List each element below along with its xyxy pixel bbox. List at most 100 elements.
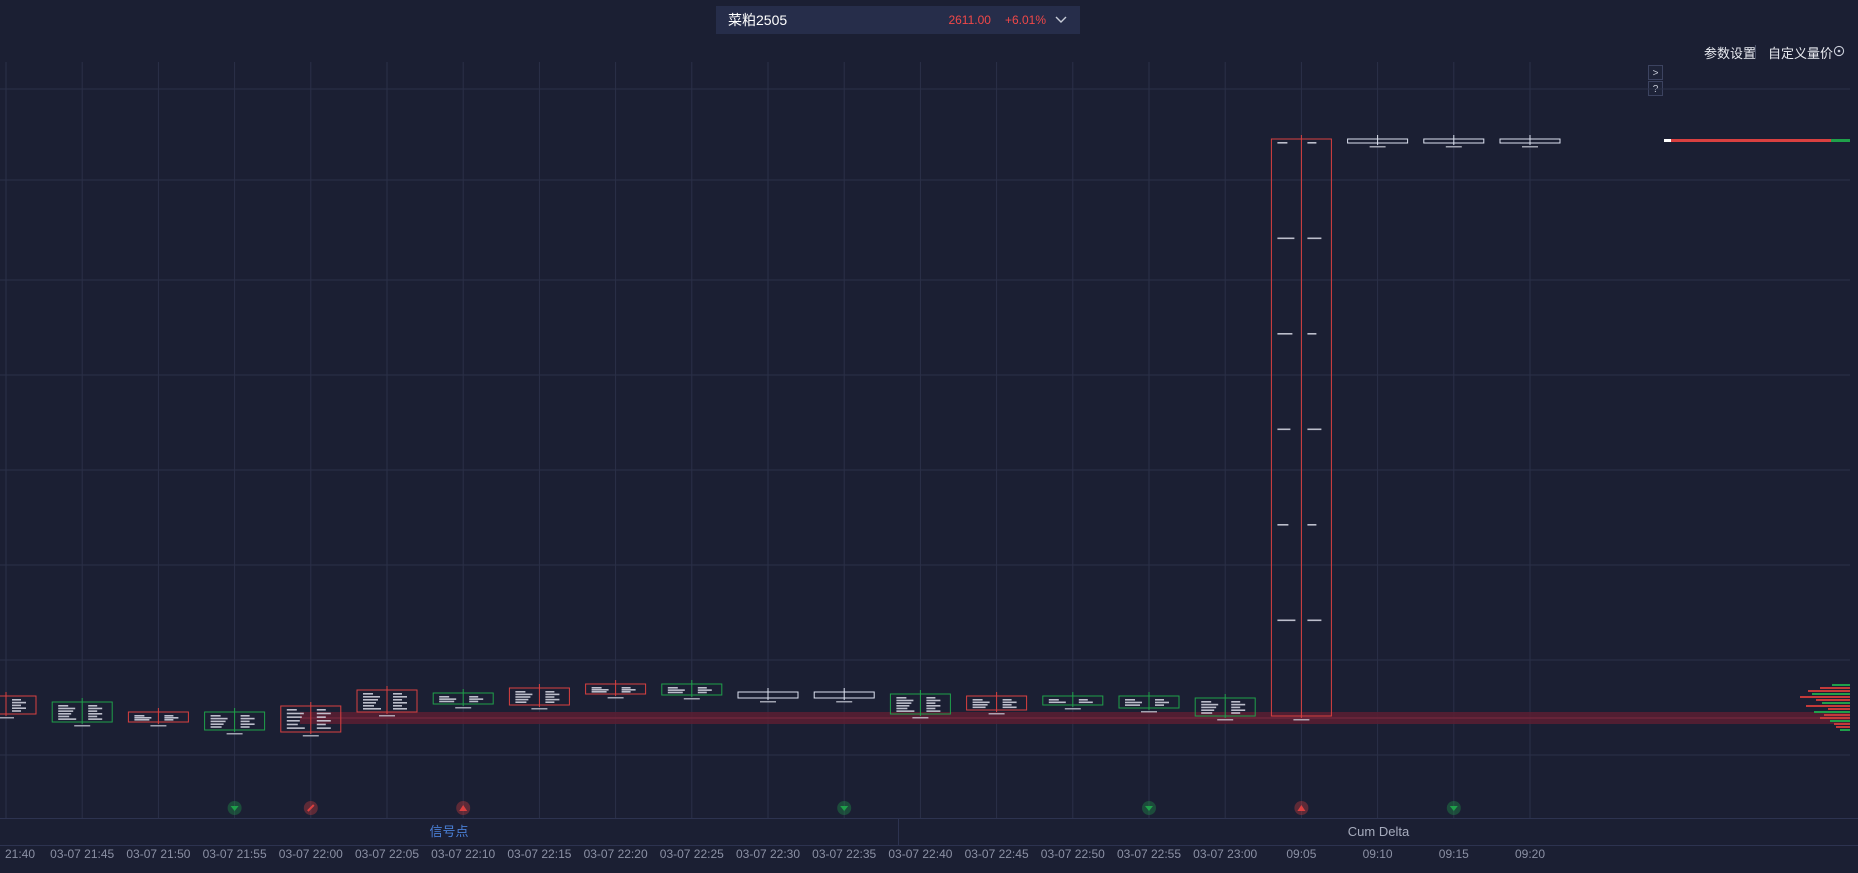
profile-bar (1820, 687, 1850, 689)
time-axis-label: 03-07 22:40 (888, 847, 953, 861)
signal-up-icon (456, 801, 471, 815)
volume-cell-left (1201, 709, 1215, 711)
tab-divider (898, 819, 899, 846)
time-axis-label: 09:10 (1362, 847, 1393, 861)
chevron-down-icon (1055, 16, 1067, 23)
volume-cell-right (393, 696, 407, 698)
volume-cell-right (240, 715, 250, 717)
volume-cell-right (88, 713, 103, 715)
volume-cell-right (1155, 701, 1169, 704)
profile-bar (1830, 720, 1850, 722)
candle-footer (531, 708, 548, 710)
time-axis-label: 03-07 22:35 (812, 847, 877, 861)
time-axis-label: 09:05 (1286, 847, 1317, 861)
volume-cell-left (286, 712, 304, 715)
signal-down-icon (837, 801, 852, 815)
volume-cell-left (591, 687, 602, 689)
volume-cell-right (1307, 142, 1317, 144)
volume-cell-left (1201, 706, 1217, 709)
volume-cell-left (134, 719, 150, 721)
footprint-candle (737, 688, 799, 703)
volume-cell-right (1002, 699, 1012, 701)
settings-link[interactable]: 参数设置 (1704, 46, 1757, 61)
volume-cell-right (621, 691, 631, 693)
volume-cell-right (926, 697, 936, 699)
volume-cell-right (1231, 701, 1241, 703)
volume-cell-left (58, 718, 77, 720)
volume-cell-left (896, 702, 912, 704)
volume-cell-left (1201, 701, 1212, 703)
candle-footer (1064, 708, 1081, 710)
symbol-selector[interactable]: 菜粕2505 2611.00 +6.01% (716, 6, 1080, 34)
time-axis-label: 03-07 22:15 (507, 847, 572, 861)
candle-footer (760, 701, 776, 703)
volume-cell-right (240, 723, 255, 725)
volume-cell-right (1078, 701, 1093, 704)
candle-footer (1369, 146, 1386, 148)
volume-cell-left (515, 691, 526, 693)
profile-bar (1820, 717, 1850, 719)
candle-footer (1445, 146, 1462, 148)
axis-line (0, 845, 1858, 846)
signal-arrow (230, 806, 239, 811)
volume-cell-right (316, 723, 326, 726)
footprint-chart[interactable] (0, 0, 1858, 818)
volume-cell-left (1048, 699, 1059, 701)
volume-cell-right (88, 715, 98, 718)
volume-cell-right (316, 720, 331, 722)
volume-cell-right (12, 699, 21, 701)
symbol-price: 2611.00 (948, 13, 991, 27)
volume-cell-left (210, 715, 221, 717)
volume-cell-right (469, 696, 479, 698)
volume-cell-left (363, 693, 373, 695)
profile-bar (1840, 729, 1850, 731)
signal-arrow (1145, 806, 1153, 811)
volume-cell-left (363, 696, 380, 698)
time-axis-label: 03-07 22:05 (354, 847, 420, 861)
toolbar-divider (1755, 45, 1756, 58)
volume-cell-left (439, 698, 457, 700)
volume-cell-right (393, 708, 407, 710)
signal-down-icon (1446, 801, 1461, 815)
volume-cell-left (972, 701, 990, 704)
volume-cell-right (621, 687, 631, 689)
profile-bar (1814, 711, 1850, 713)
tab-cum-delta[interactable]: Cum Delta (1347, 824, 1410, 839)
footprint-candle (661, 680, 723, 700)
price-line-green (1831, 139, 1850, 142)
candle-footer (1522, 146, 1538, 148)
footprint-candle (966, 692, 1028, 715)
volume-cell-left (972, 699, 983, 701)
volume-cell-left (896, 697, 907, 699)
profile-bar (1836, 726, 1850, 728)
volume-cell-right (545, 696, 555, 698)
volume-cell-left (210, 717, 228, 720)
signal-arrow (1297, 805, 1306, 811)
volume-cell-right (88, 718, 103, 720)
signal-arrow (307, 804, 315, 812)
profile-bar (1824, 714, 1850, 716)
time-axis-label: 21:40 (4, 847, 36, 861)
candle-footer (379, 715, 395, 717)
time-axis-label: 03-07 22:55 (1116, 847, 1182, 861)
volume-cell-right (469, 700, 479, 703)
volume-cell-right (393, 699, 402, 701)
volume-cell-left (1277, 237, 1295, 240)
volume-cell-left (1277, 619, 1296, 622)
volume-cell-left (286, 723, 298, 726)
custom-volume-price-link[interactable]: 自定义量价 (1768, 46, 1834, 61)
footprint-candle (280, 702, 342, 737)
profile-bar (1832, 684, 1850, 686)
volume-cell-left (1125, 704, 1140, 706)
volume-cell-left (972, 704, 988, 706)
tab-signal-points[interactable]: 信号点 (429, 824, 469, 839)
volume-cell-right (393, 693, 402, 695)
indicator-tabs: 信号点 Cum Delta (0, 818, 1858, 846)
footprint-candle (204, 708, 266, 735)
volume-cell-left (210, 723, 224, 725)
profile-bar (1806, 705, 1850, 707)
volume-cell-right (1307, 237, 1322, 240)
info-circle-icon[interactable] (1833, 45, 1845, 57)
time-axis-label: 03-07 21:55 (202, 847, 267, 861)
expand-panel-button[interactable]: > (1648, 65, 1663, 80)
